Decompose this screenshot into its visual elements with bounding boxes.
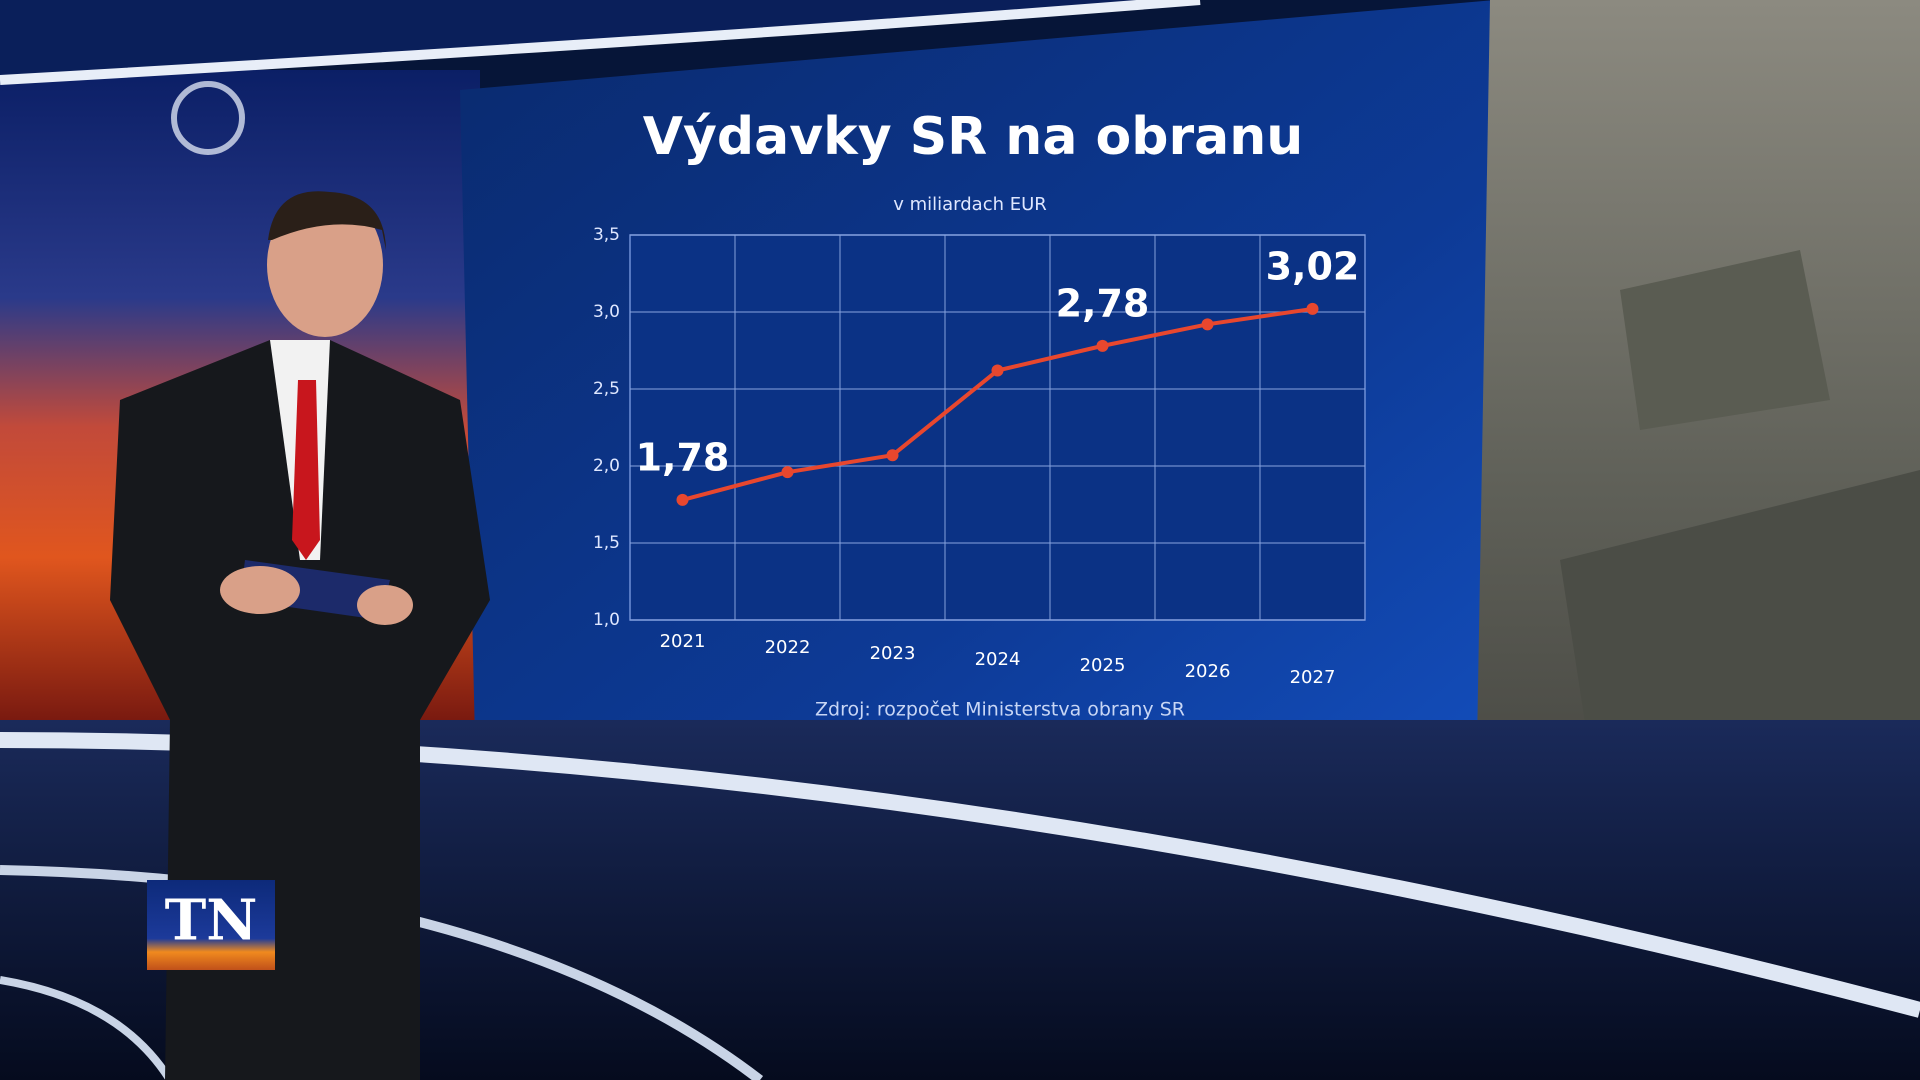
data-point [676,493,689,506]
y-tick-label: 1,0 [593,610,620,630]
data-point [1201,318,1214,331]
x-tick-label: 2023 [870,643,916,664]
x-tick-label: 2027 [1290,667,1336,688]
tank-turret [1620,250,1830,430]
x-tick-label: 2025 [1080,655,1126,676]
chart-source: Zdroj: rozpočet Ministerstva obrany SR [815,699,1185,721]
tn-logo: TN [165,888,258,954]
y-tick-label: 1,5 [593,533,620,553]
floor [0,720,1920,1080]
chart-title: Výdavky SR na obranu [643,107,1303,167]
presenter [110,191,490,1080]
x-tick-label: 2021 [660,631,706,652]
data-point [1096,339,1109,352]
floor-stripe [0,976,174,1080]
y-tick-label: 2,5 [593,379,620,399]
data-point [886,449,899,462]
data-point [781,466,794,479]
y-tick-label: 2,0 [593,456,620,476]
data-label: 1,78 [636,435,730,479]
x-tick-label: 2022 [765,637,811,658]
chart: Výdavky SR na obranu v miliardach EUR Zd… [593,107,1366,721]
data-label: 2,78 [1056,281,1150,325]
tn-logo-box [147,880,275,970]
y-tick-label: 3,0 [593,302,620,322]
chart-subtitle: v miliardach EUR [893,194,1047,215]
top-stripe [0,0,1201,85]
x-tick-label: 2024 [975,649,1021,670]
x-tick-label: 2026 [1185,661,1231,682]
floor-stripe [0,865,764,1080]
plot-area [629,234,1366,621]
data-label: 3,02 [1266,244,1360,288]
data-point [1306,302,1319,315]
y-tick-label: 3,5 [593,225,620,245]
channel-logo [171,81,245,155]
data-point [991,364,1004,377]
